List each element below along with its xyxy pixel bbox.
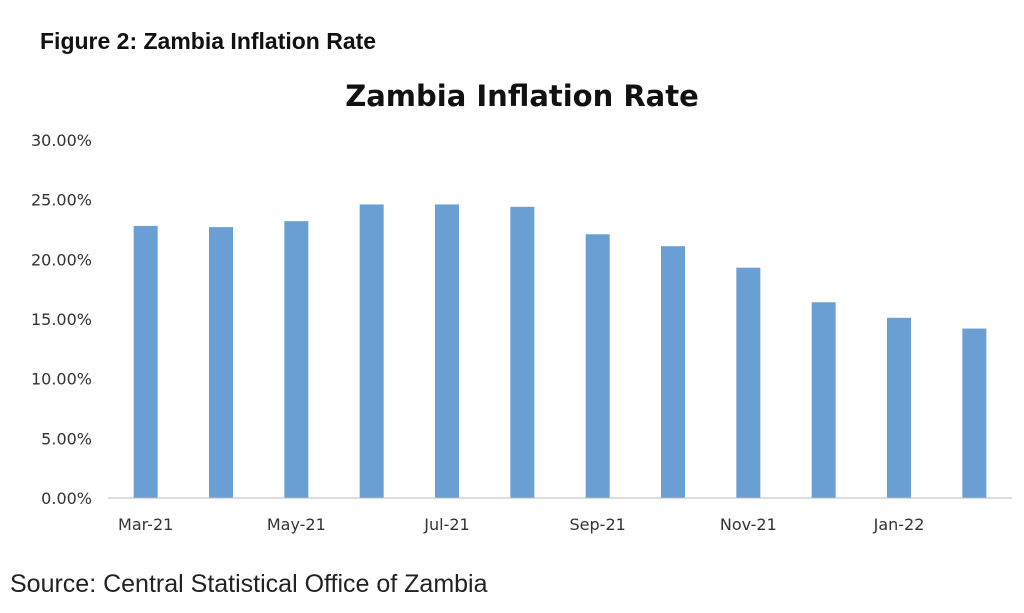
x-tick-label: May-21 xyxy=(267,515,326,534)
bar-Jul-21 xyxy=(435,204,459,498)
bar-Nov-21 xyxy=(736,267,761,498)
bar-Oct-21 xyxy=(661,246,685,498)
x-tick-label: Jan-22 xyxy=(873,515,925,534)
bar-Sep-21 xyxy=(585,234,610,499)
y-tick-label: 0.00% xyxy=(41,489,92,508)
bar-Apr-21 xyxy=(209,227,233,498)
x-tick-label: Mar-21 xyxy=(118,515,173,534)
x-tick-label: Sep-21 xyxy=(570,515,626,534)
bar-Jan-22 xyxy=(887,317,911,498)
y-tick-label: 25.00% xyxy=(31,191,92,210)
bar-Feb-22 xyxy=(962,328,987,498)
y-tick-label: 10.00% xyxy=(31,370,92,389)
bar-Mar-21 xyxy=(133,225,158,499)
x-tick-label: Nov-21 xyxy=(720,515,777,534)
source-note: Source: Central Statistical Office of Za… xyxy=(10,570,488,598)
bar-Aug-21 xyxy=(510,206,535,498)
y-tick-label: 20.00% xyxy=(31,250,92,269)
chart-title: Zambia Inflation Rate xyxy=(345,79,699,113)
figure-label: Figure 2: Zambia Inflation Rate xyxy=(40,28,377,54)
x-tick-label: Jul-21 xyxy=(423,515,469,534)
bar-Jun-21 xyxy=(359,204,384,498)
bar-Dec-21 xyxy=(811,302,836,498)
bar-May-21 xyxy=(284,221,309,498)
y-tick-label: 5.00% xyxy=(41,429,92,448)
y-tick-label: 15.00% xyxy=(31,310,92,329)
y-tick-label: 30.00% xyxy=(31,131,92,150)
